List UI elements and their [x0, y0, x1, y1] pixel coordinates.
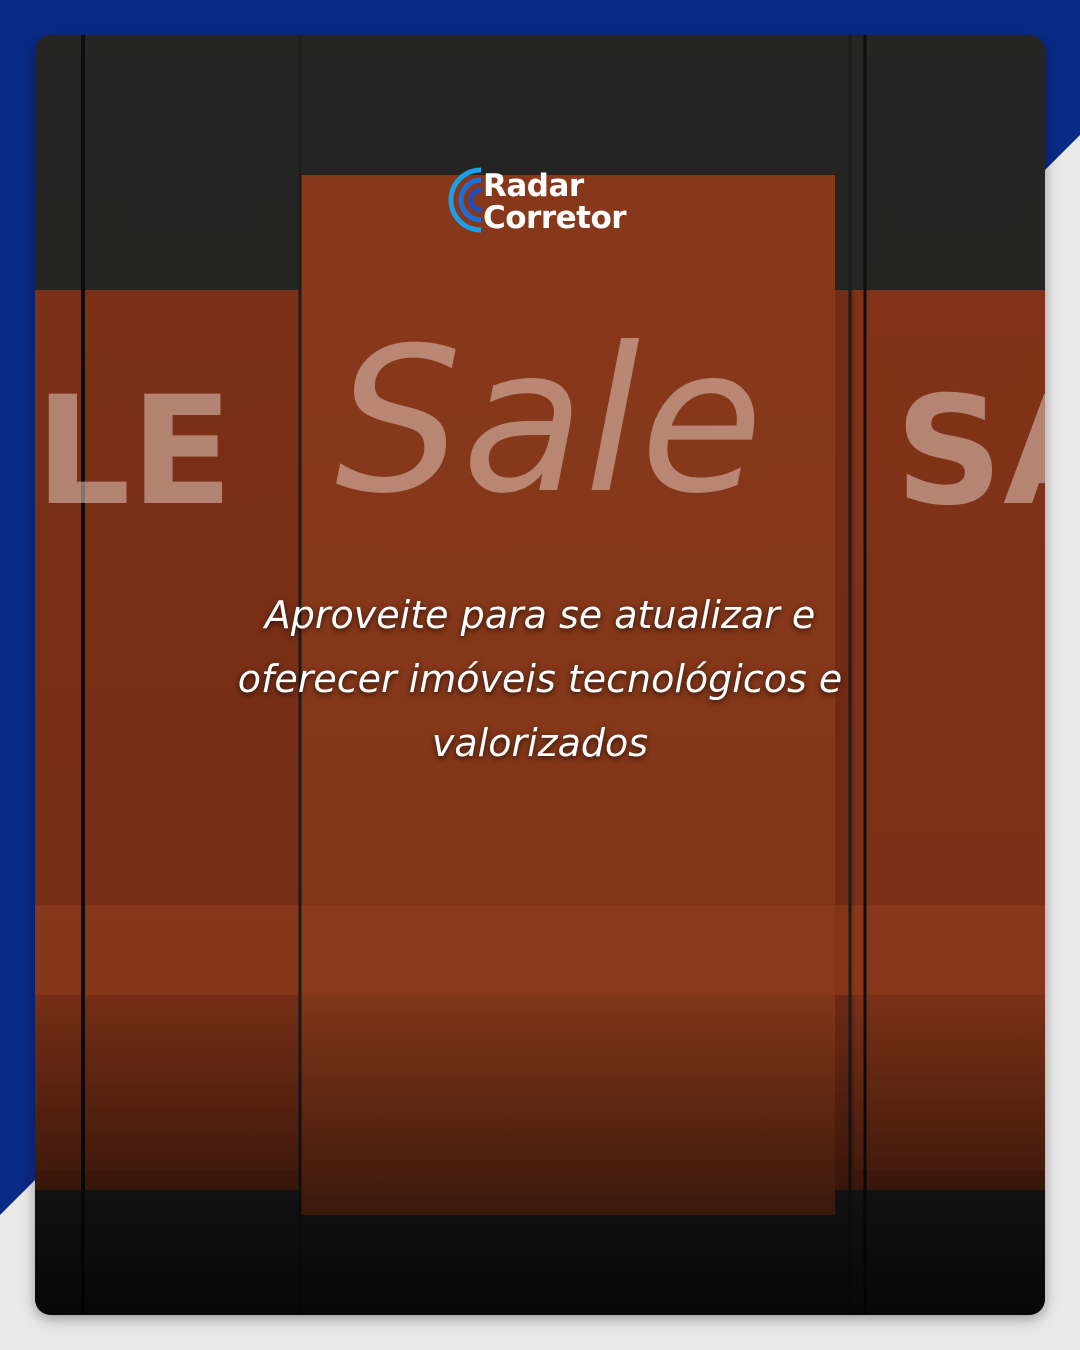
- logo: Radar Corretor: [445, 160, 645, 250]
- logo-text: Corretor: [483, 200, 627, 236]
- photo: [35, 35, 1045, 1315]
- sign-text: LE: [35, 365, 234, 539]
- caption: Aproveite para se atualizar e oferecer im…: [35, 583, 1045, 775]
- caption-line: oferecer imóveis tecnológicos e: [237, 657, 843, 701]
- logo-icon: [448, 167, 482, 233]
- sign-text: Sale: [335, 305, 764, 538]
- caption-line: Aproveite para se atualizar e: [264, 593, 816, 637]
- post-card: LE Sale SA Radar Corretor Aproveite para…: [35, 35, 1045, 1315]
- sign-text: SA: [895, 365, 1045, 539]
- logo-text: Radar: [483, 168, 584, 204]
- caption-line: valorizados: [431, 721, 649, 765]
